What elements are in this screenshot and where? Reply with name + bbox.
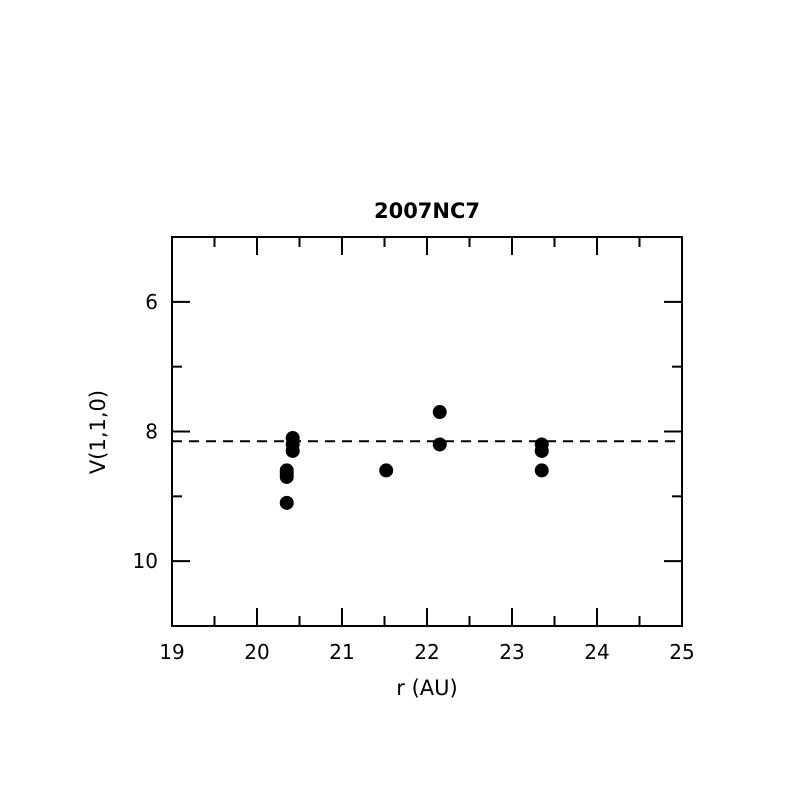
x-tick-label: 24 <box>584 640 609 664</box>
y-tick-label: 6 <box>145 290 158 314</box>
data-point <box>379 463 394 478</box>
x-tick-label: 21 <box>329 640 354 664</box>
x-tick-label: 22 <box>414 640 439 664</box>
data-points <box>279 405 549 510</box>
data-point <box>534 463 549 478</box>
x-tick-label: 23 <box>499 640 524 664</box>
data-point <box>432 405 447 420</box>
y-tick-label: 8 <box>145 420 158 444</box>
tick-labels: 19 20 21 22 23 24 25 6 8 10 <box>133 290 695 664</box>
data-point <box>279 495 294 510</box>
y-axis-label: V(1,1,0) <box>86 390 110 474</box>
chart-title: 2007NC7 <box>374 199 480 223</box>
plot-frame <box>171 236 683 627</box>
axis-ticks <box>171 236 683 627</box>
x-tick-label: 25 <box>669 640 694 664</box>
x-tick-label: 19 <box>159 640 184 664</box>
data-point <box>285 443 300 458</box>
x-axis-label: r (AU) <box>396 676 457 700</box>
y-tick-label: 10 <box>133 549 158 573</box>
data-point <box>279 469 294 484</box>
x-tick-label: 20 <box>244 640 269 664</box>
data-point <box>432 437 447 452</box>
data-point <box>534 443 549 458</box>
